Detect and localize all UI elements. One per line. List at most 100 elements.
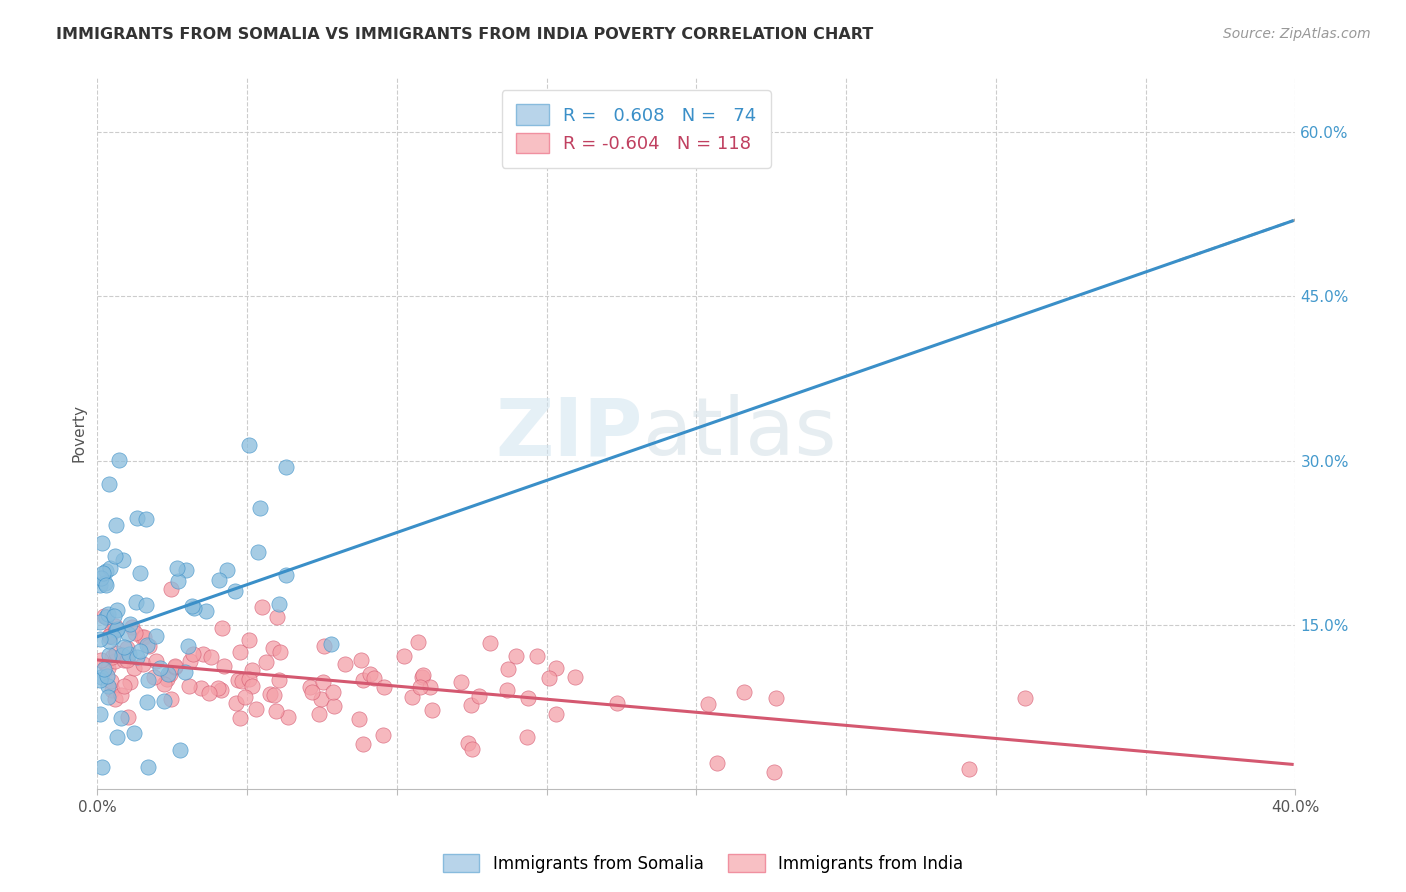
Point (274, 567, 297, 582)
Point (101, 624, 124, 638)
Point (156, 672, 179, 686)
Point (135, 695, 157, 709)
Point (96, 669, 118, 683)
Point (401, 690, 423, 705)
Point (176, 563, 198, 577)
Point (373, 680, 395, 694)
Point (107, 730, 129, 744)
Point (177, 639, 200, 653)
Point (159, 582, 181, 596)
Point (97, 607, 120, 622)
Point (104, 647, 127, 661)
Point (190, 681, 212, 696)
Point (371, 727, 394, 741)
Point (347, 713, 370, 727)
Point (183, 601, 205, 615)
Point (606, 696, 628, 710)
Point (194, 604, 217, 618)
Point (263, 688, 285, 702)
Point (734, 684, 756, 698)
Point (226, 673, 249, 687)
Point (89, 578, 111, 592)
Point (115, 641, 138, 656)
Point (104, 518, 127, 533)
Point (129, 643, 152, 657)
Point (352, 673, 374, 688)
Point (363, 671, 385, 685)
Point (110, 710, 132, 724)
Point (98, 648, 121, 662)
Point (117, 627, 139, 641)
Point (103, 630, 125, 644)
Point (166, 561, 188, 575)
Point (122, 726, 145, 740)
Point (546, 706, 568, 721)
Point (517, 691, 540, 706)
Point (228, 645, 250, 659)
Point (468, 690, 491, 704)
Point (697, 698, 720, 712)
Point (97, 661, 120, 675)
Point (461, 741, 484, 756)
Point (105, 622, 128, 636)
Point (89, 632, 111, 646)
Point (138, 760, 160, 774)
Point (179, 654, 201, 668)
Point (127, 511, 149, 525)
Point (333, 657, 356, 671)
Point (181, 599, 204, 613)
Point (181, 647, 204, 661)
Point (564, 670, 586, 684)
Point (229, 711, 252, 725)
Point (142, 670, 165, 684)
Point (103, 608, 125, 623)
Point (212, 659, 235, 673)
Point (301, 685, 323, 699)
Point (117, 648, 139, 662)
Point (135, 639, 157, 653)
Text: Source: ZipAtlas.com: Source: ZipAtlas.com (1223, 27, 1371, 41)
Point (277, 710, 299, 724)
Point (89, 706, 111, 721)
Point (115, 653, 138, 667)
Point (516, 731, 538, 745)
Point (104, 549, 127, 563)
Point (208, 573, 231, 587)
Point (419, 680, 441, 694)
Legend: Immigrants from Somalia, Immigrants from India: Immigrants from Somalia, Immigrants from… (436, 847, 970, 880)
Point (107, 453, 129, 467)
Point (104, 624, 127, 638)
Point (254, 655, 277, 669)
Point (267, 597, 290, 611)
Point (90, 536, 112, 550)
Point (505, 648, 527, 663)
Point (763, 765, 786, 780)
Point (132, 630, 155, 644)
Point (200, 650, 222, 665)
Point (138, 639, 160, 653)
Point (544, 661, 567, 675)
Point (319, 637, 342, 651)
Point (706, 756, 728, 770)
Point (104, 619, 127, 633)
Point (225, 696, 247, 710)
Point (266, 610, 288, 624)
Text: ZIP: ZIP (495, 394, 643, 472)
Point (93, 609, 115, 624)
Point (100, 673, 122, 688)
Point (409, 681, 432, 695)
Legend: R =   0.608   N =   74, R = -0.604   N = 118: R = 0.608 N = 74, R = -0.604 N = 118 (502, 90, 770, 168)
Point (104, 654, 127, 668)
Point (112, 653, 135, 667)
Point (125, 595, 148, 609)
Point (262, 640, 284, 655)
Point (117, 709, 139, 723)
Point (959, 762, 981, 776)
Point (308, 706, 330, 721)
Point (269, 645, 291, 659)
Point (238, 632, 260, 647)
Point (359, 667, 381, 681)
Point (314, 639, 336, 653)
Point (323, 699, 346, 714)
Point (105, 603, 128, 617)
